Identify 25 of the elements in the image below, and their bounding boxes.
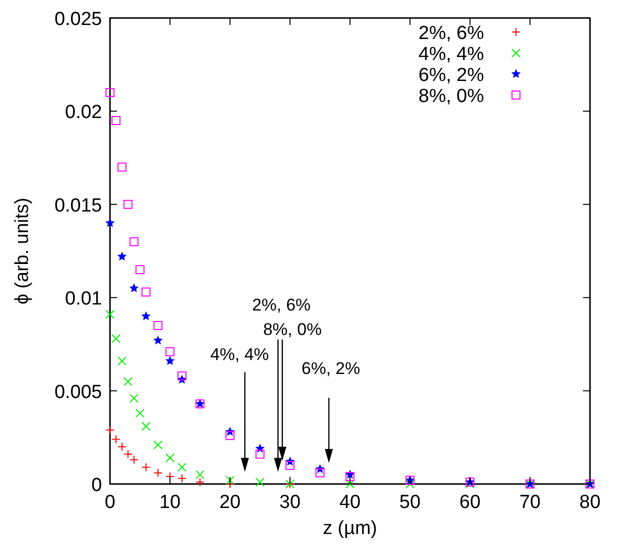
y-tick-label: 0.005 bbox=[54, 382, 102, 403]
annotation: 6%, 2% bbox=[302, 359, 360, 378]
x-tick-label: 80 bbox=[579, 492, 601, 513]
y-tick-label: 0.02 bbox=[65, 102, 102, 124]
x-tick-label: 70 bbox=[519, 492, 541, 513]
x-tick-label: 50 bbox=[399, 492, 421, 513]
annotation: 2%, 6% bbox=[252, 296, 311, 315]
x-axis-title: z (µm) bbox=[322, 518, 378, 539]
legend-label: 2%, 6% bbox=[418, 23, 484, 44]
y-axis-title: ϕ (arb. units) bbox=[12, 198, 33, 304]
legend-label: 4%, 4% bbox=[418, 44, 484, 65]
annotation: 4%, 4% bbox=[210, 345, 269, 364]
x-tick-label: 20 bbox=[219, 492, 241, 513]
x-tick-label: 10 bbox=[159, 492, 181, 513]
x-tick-label: 40 bbox=[339, 492, 361, 513]
y-tick-label: 0.015 bbox=[54, 195, 102, 216]
y-tick-label: 0.025 bbox=[54, 9, 102, 30]
annotation: 8%, 0% bbox=[263, 320, 322, 339]
x-tick-label: 60 bbox=[459, 492, 481, 513]
legend-label: 8%, 0% bbox=[418, 86, 484, 107]
y-tick-label: 0.01 bbox=[65, 288, 102, 310]
x-tick-label: 0 bbox=[104, 492, 116, 513]
y-tick-label: 0 bbox=[91, 475, 102, 496]
legend-label: 6%, 2% bbox=[418, 65, 484, 86]
x-tick-label: 30 bbox=[279, 492, 301, 513]
